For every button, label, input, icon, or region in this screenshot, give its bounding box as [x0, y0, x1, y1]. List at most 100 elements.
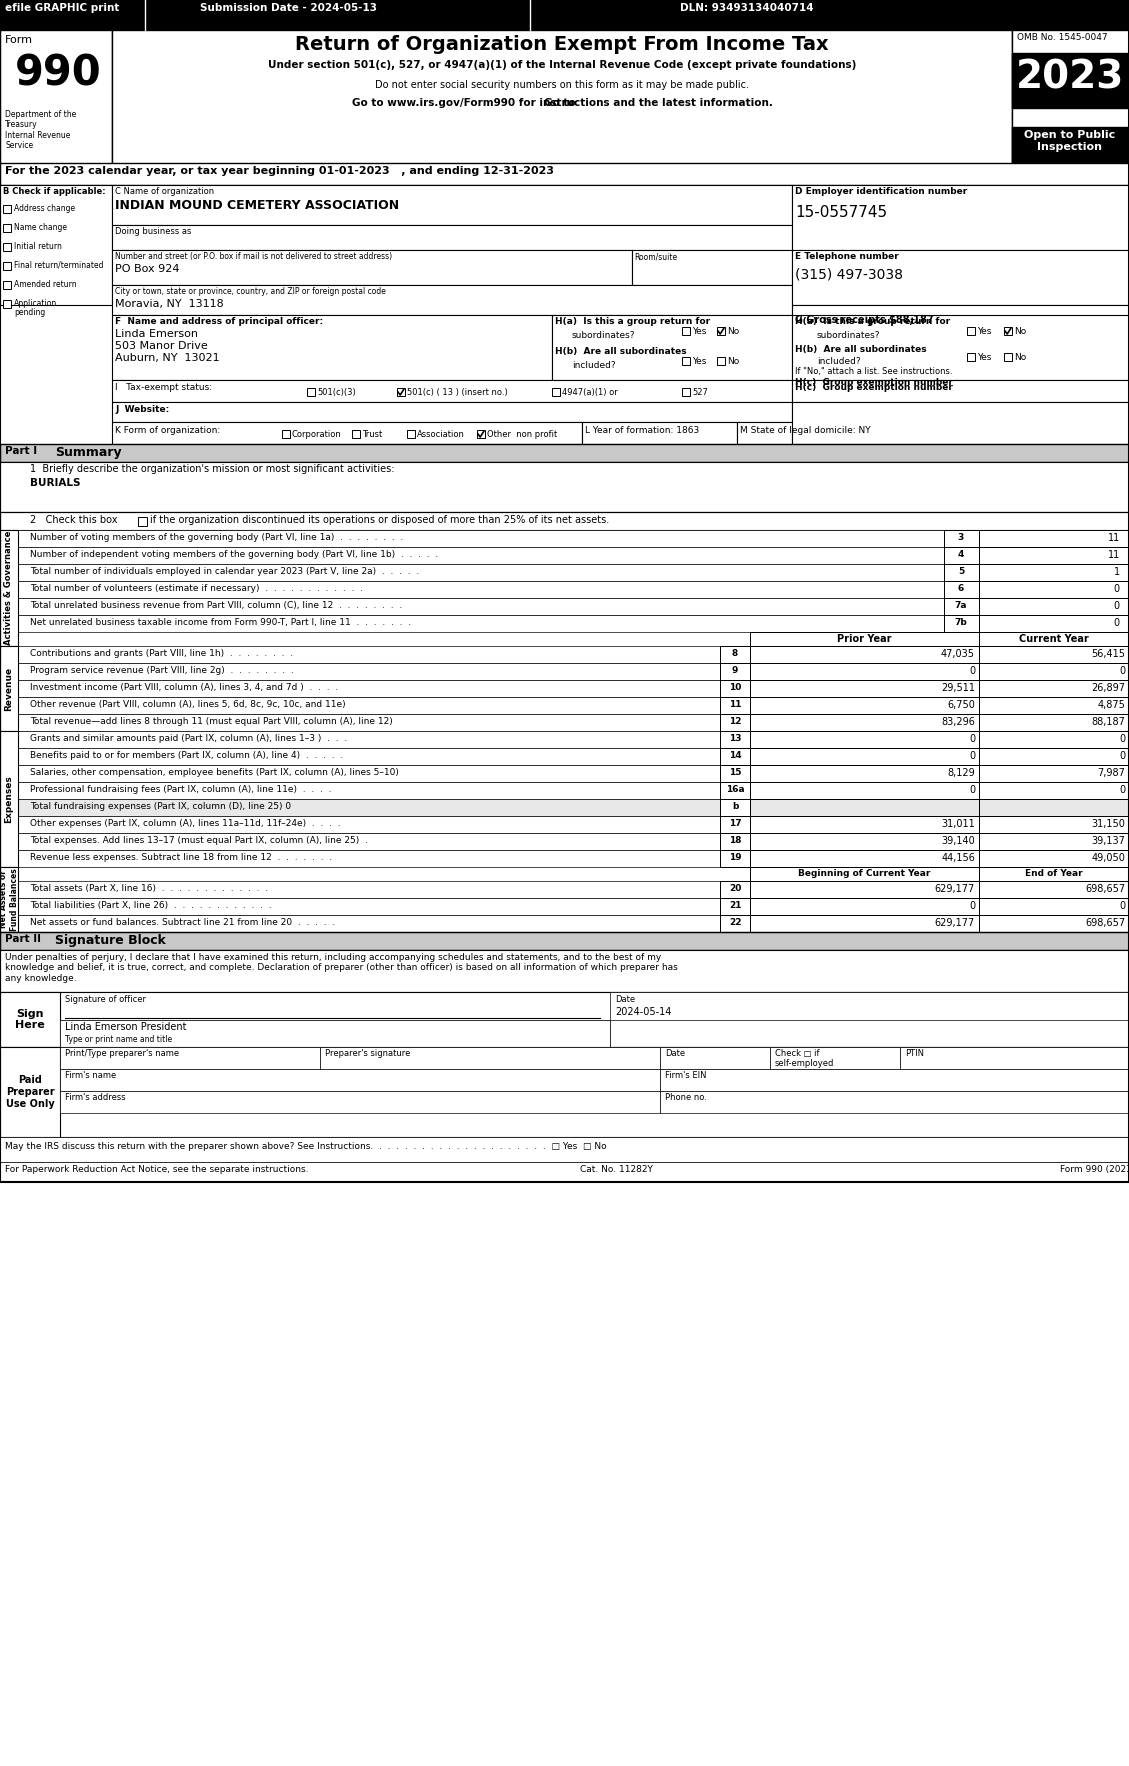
Text: Submission Date - 2024-05-13: Submission Date - 2024-05-13: [200, 4, 377, 12]
Bar: [60, 1091, 660, 1113]
Bar: [979, 632, 1129, 646]
Text: pending: pending: [14, 307, 45, 318]
Bar: [0, 992, 1129, 1047]
Bar: [3, 244, 11, 251]
Text: Go to: Go to: [544, 97, 579, 108]
Bar: [660, 1047, 770, 1068]
Text: Go to www.irs.gov/Form990 for instructions and the latest information.: Go to www.irs.gov/Form990 for instructio…: [351, 97, 772, 108]
Text: 4: 4: [957, 549, 964, 560]
Bar: [18, 849, 750, 867]
Bar: [944, 530, 979, 547]
Bar: [979, 749, 1129, 765]
Text: Revenue less expenses. Subtract line 18 from line 12  .  .  .  .  .  .  .: Revenue less expenses. Subtract line 18 …: [30, 853, 332, 862]
Text: Other  non profit: Other non profit: [487, 429, 558, 440]
Bar: [720, 731, 750, 749]
Text: Preparer's signature: Preparer's signature: [325, 1049, 410, 1058]
Text: Salaries, other compensation, employee benefits (Part IX, column (A), lines 5–10: Salaries, other compensation, employee b…: [30, 768, 399, 777]
Text: Net assets or fund balances. Subtract line 21 from line 20  .  .  .  .  .: Net assets or fund balances. Subtract li…: [30, 918, 335, 927]
Bar: [406, 429, 415, 438]
Bar: [750, 749, 979, 765]
Bar: [750, 782, 979, 798]
Text: 83,296: 83,296: [942, 717, 975, 728]
Bar: [320, 1047, 660, 1068]
Text: Benefits paid to or for members (Part IX, column (A), line 4)  .  .  .  .  .: Benefits paid to or for members (Part IX…: [30, 751, 343, 759]
Text: Linda Emerson President: Linda Emerson President: [65, 1023, 186, 1033]
Bar: [3, 281, 11, 290]
Bar: [793, 403, 1129, 443]
Bar: [18, 749, 750, 765]
Bar: [18, 881, 750, 897]
Text: b: b: [732, 802, 738, 811]
Text: 501(c)(3): 501(c)(3): [317, 389, 356, 397]
Text: Open to Public
Inspection: Open to Public Inspection: [1024, 131, 1115, 152]
Bar: [750, 765, 979, 782]
Text: Expenses: Expenses: [5, 775, 14, 823]
Text: G Gross receipts $88,187: G Gross receipts $88,187: [795, 314, 934, 325]
Text: 18: 18: [728, 835, 742, 844]
Text: included?: included?: [572, 360, 615, 371]
Text: 26,897: 26,897: [1091, 683, 1124, 692]
Text: if the organization discontinued its operations or disposed of more than 25% of : if the organization discontinued its ope…: [150, 516, 610, 525]
Text: 0: 0: [1119, 735, 1124, 743]
Bar: [750, 881, 979, 897]
Bar: [720, 881, 750, 897]
Text: 14: 14: [728, 751, 742, 759]
Text: Current Year: Current Year: [1019, 634, 1088, 645]
Text: Firm's name: Firm's name: [65, 1070, 116, 1081]
Bar: [968, 353, 975, 360]
Bar: [307, 389, 315, 396]
Bar: [979, 915, 1129, 932]
Bar: [750, 867, 979, 881]
Text: 39,140: 39,140: [942, 835, 975, 846]
Bar: [750, 680, 979, 698]
Text: 0: 0: [969, 901, 975, 911]
Text: No: No: [727, 327, 739, 336]
Text: Number of independent voting members of the governing body (Part VI, line 1b)  .: Number of independent voting members of …: [30, 549, 438, 560]
Bar: [18, 563, 1129, 581]
Text: H(a)  Is this a group return for: H(a) Is this a group return for: [555, 318, 710, 327]
Bar: [979, 530, 1129, 547]
Text: H(a)  Is this a group return for: H(a) Is this a group return for: [795, 318, 951, 327]
Bar: [682, 327, 690, 336]
Bar: [0, 0, 1129, 1181]
Text: I   Tax-exempt status:: I Tax-exempt status:: [115, 383, 212, 392]
Text: 629,177: 629,177: [935, 918, 975, 927]
Bar: [750, 816, 979, 834]
Bar: [979, 662, 1129, 680]
Text: 0: 0: [1114, 618, 1120, 629]
Bar: [750, 915, 979, 932]
Bar: [979, 798, 1129, 816]
Bar: [770, 1047, 900, 1068]
Bar: [138, 517, 147, 526]
Bar: [979, 782, 1129, 798]
Text: Corporation: Corporation: [292, 429, 342, 440]
Bar: [750, 662, 979, 680]
Text: 990: 990: [15, 51, 102, 94]
Bar: [737, 422, 793, 443]
Bar: [112, 185, 793, 224]
Text: Application: Application: [14, 298, 58, 307]
Text: 8,129: 8,129: [947, 768, 975, 779]
Text: Firm's address: Firm's address: [65, 1093, 125, 1102]
Bar: [18, 646, 750, 662]
Bar: [979, 547, 1129, 563]
Bar: [717, 357, 725, 366]
Bar: [979, 881, 1129, 897]
Bar: [979, 765, 1129, 782]
Bar: [793, 314, 1129, 380]
Bar: [720, 834, 750, 849]
Text: Date: Date: [615, 994, 636, 1005]
Bar: [3, 205, 11, 214]
Bar: [720, 698, 750, 713]
Bar: [0, 162, 1129, 185]
Bar: [476, 429, 485, 438]
Text: Phone no.: Phone no.: [665, 1093, 707, 1102]
Text: City or town, state or province, country, and ZIP or foreign postal code: City or town, state or province, country…: [115, 288, 386, 297]
Bar: [3, 224, 11, 231]
Bar: [750, 834, 979, 849]
Bar: [979, 713, 1129, 731]
Text: D Employer identification number: D Employer identification number: [795, 187, 968, 196]
Text: 11: 11: [1108, 533, 1120, 542]
Bar: [112, 251, 632, 284]
Bar: [18, 698, 750, 713]
